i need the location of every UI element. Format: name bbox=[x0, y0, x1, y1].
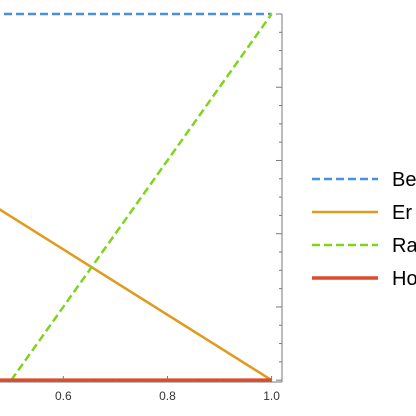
series-line-er bbox=[0, 208, 273, 382]
legend-label-ho: Ho bbox=[392, 268, 416, 290]
x-tick-label: 0.6 bbox=[55, 389, 72, 403]
plot-area bbox=[0, 12, 273, 382]
legend: Be Er Ra Ho bbox=[312, 169, 416, 290]
x-tick-label: 0.8 bbox=[159, 389, 176, 403]
series-line-ra bbox=[10, 13, 273, 381]
x-tick-label: 1.0 bbox=[263, 389, 280, 403]
legend-label-er: Er bbox=[392, 202, 412, 224]
legend-label-be: Be bbox=[392, 169, 416, 191]
axes: 0.6 0.8 1.0 bbox=[0, 13, 283, 403]
legend-label-ra: Ra bbox=[392, 235, 416, 257]
